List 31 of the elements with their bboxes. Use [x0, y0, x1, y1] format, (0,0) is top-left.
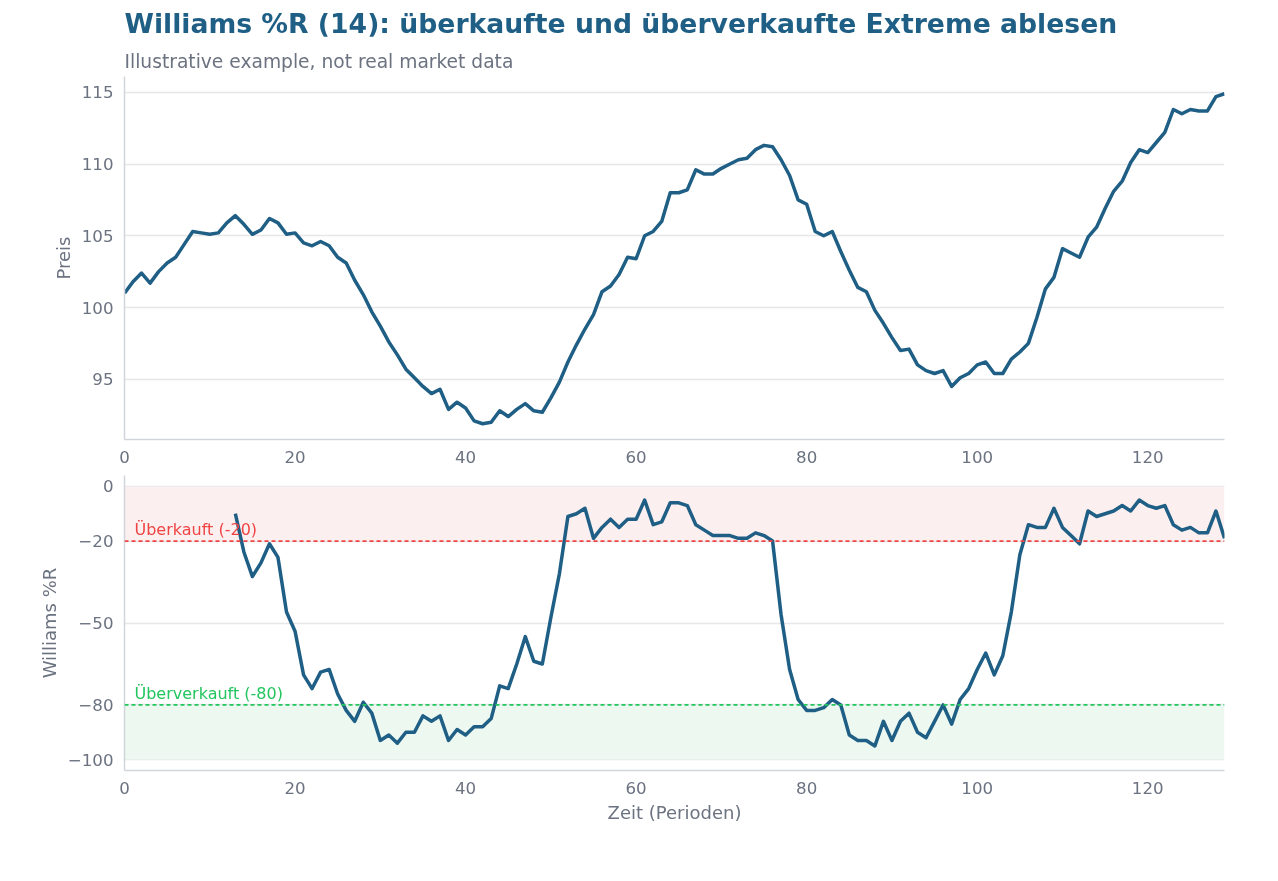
y-axis-title: Preis: [52, 236, 74, 280]
x-tick-label: 80: [796, 447, 818, 467]
y-axis-title: Williams %R: [38, 567, 60, 679]
x-tick-label: 60: [625, 447, 647, 467]
x-tick-label: 60: [625, 778, 647, 798]
y-tick-label: −50: [78, 614, 114, 633]
line-series: [124, 91, 1225, 426]
y-tick-label: 115: [81, 83, 114, 103]
x-tick-label: 20: [284, 778, 306, 798]
x-tick-label: 0: [119, 778, 130, 798]
x-tick-label: 120: [1131, 778, 1164, 798]
y-tick-label: 110: [81, 155, 114, 175]
y-tick-label: −20: [78, 532, 114, 552]
x-tick-label: 40: [454, 447, 477, 467]
x-tick-label: 0: [119, 447, 130, 467]
y-tick-label: 105: [81, 226, 114, 246]
x-tick-label: 120: [1131, 447, 1164, 467]
y-tick-label: 100: [81, 298, 114, 318]
x-axis-title: Zeit (Perioden): [607, 801, 742, 823]
x-tick-label: 80: [796, 778, 818, 798]
y-tick-label: 0: [102, 477, 114, 497]
x-tick-label: 100: [961, 778, 994, 798]
x-tick-label: 40: [454, 778, 477, 798]
y-tick-label: −80: [78, 695, 114, 715]
y-tick-label: −100: [67, 750, 114, 770]
chart-subtitle: Illustrative example, not real market data: [124, 50, 514, 72]
ref-line-label: Überverkauft (-80): [134, 683, 283, 703]
chart-title: Williams %R (14): überkaufte und überverkaufte Extreme ablesen: [124, 7, 1118, 39]
x-tick-label: 100: [961, 447, 994, 467]
x-tick-label: 20: [284, 447, 306, 467]
y-tick-label: 95: [92, 370, 114, 390]
